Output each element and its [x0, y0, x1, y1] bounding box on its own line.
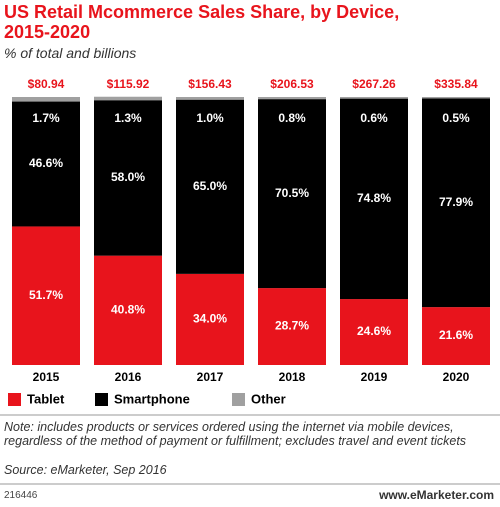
value-label: 65.0%: [193, 179, 227, 193]
bar-segment: [94, 100, 162, 256]
x-tick-label: 2018: [279, 370, 306, 384]
value-label: 40.8%: [111, 302, 145, 316]
bar-segment: [422, 307, 490, 365]
legend-label: Other: [251, 391, 286, 406]
bar-segment: [340, 97, 408, 99]
bar-segment: [176, 273, 244, 365]
bar-segment: [12, 226, 80, 365]
value-label: 24.6%: [357, 324, 391, 338]
total-label: $267.26: [352, 77, 396, 91]
bar-segment: [340, 299, 408, 365]
bar-segment: [258, 97, 326, 100]
total-label: $156.43: [188, 77, 232, 91]
total-label: $206.53: [270, 77, 314, 91]
value-label: 1.7%: [32, 111, 60, 125]
x-tick-label: 2017: [197, 370, 224, 384]
value-label: 34.0%: [193, 312, 227, 326]
legend-label: Tablet: [27, 391, 65, 406]
value-label: 1.3%: [114, 111, 142, 125]
value-label: 77.9%: [439, 195, 473, 209]
bar-segment: [12, 101, 80, 227]
note: Note: includes products or services orde…: [4, 420, 467, 448]
bar-segment: [340, 98, 408, 300]
bar-segment: [258, 99, 326, 289]
value-label: 21.6%: [439, 328, 473, 342]
legend-swatch: [95, 393, 108, 406]
legend-swatch: [232, 393, 245, 406]
value-label: 51.7%: [29, 288, 63, 302]
value-label: 28.7%: [275, 319, 309, 333]
value-label: 58.0%: [111, 170, 145, 184]
chart-id: 216446: [4, 490, 38, 501]
legend-swatch: [8, 393, 21, 406]
value-label: 0.6%: [360, 111, 388, 125]
value-label: 0.5%: [442, 111, 470, 125]
bar-segment: [176, 97, 244, 100]
total-label: $80.94: [28, 77, 65, 91]
x-tick-label: 2016: [115, 370, 142, 384]
bar-segment: [94, 96, 162, 101]
bar-segment: [12, 97, 80, 102]
website: www.eMarketer.com: [379, 488, 494, 502]
subtitle: % of total and billions: [4, 45, 137, 61]
x-tick-label: 2015: [33, 370, 60, 384]
value-label: 46.6%: [29, 156, 63, 170]
bar-segment: [422, 97, 490, 99]
value-label: 74.8%: [357, 191, 391, 205]
legend-label: Smartphone: [114, 391, 190, 406]
value-label: 70.5%: [275, 186, 309, 200]
x-tick-label: 2019: [361, 370, 388, 384]
bar-segment: [94, 255, 162, 365]
value-label: 1.0%: [196, 111, 224, 125]
bar-segment: [258, 288, 326, 365]
source: Source: eMarketer, Sep 2016: [4, 463, 167, 477]
total-label: $115.92: [107, 77, 150, 91]
value-label: 0.8%: [278, 111, 306, 125]
total-label: $335.84: [434, 77, 478, 91]
x-tick-label: 2020: [443, 370, 470, 384]
bar-segment: [176, 99, 244, 274]
bar-segment: [422, 98, 490, 308]
chart-title: US Retail Mcommerce Sales Share, by Devi…: [4, 2, 400, 42]
